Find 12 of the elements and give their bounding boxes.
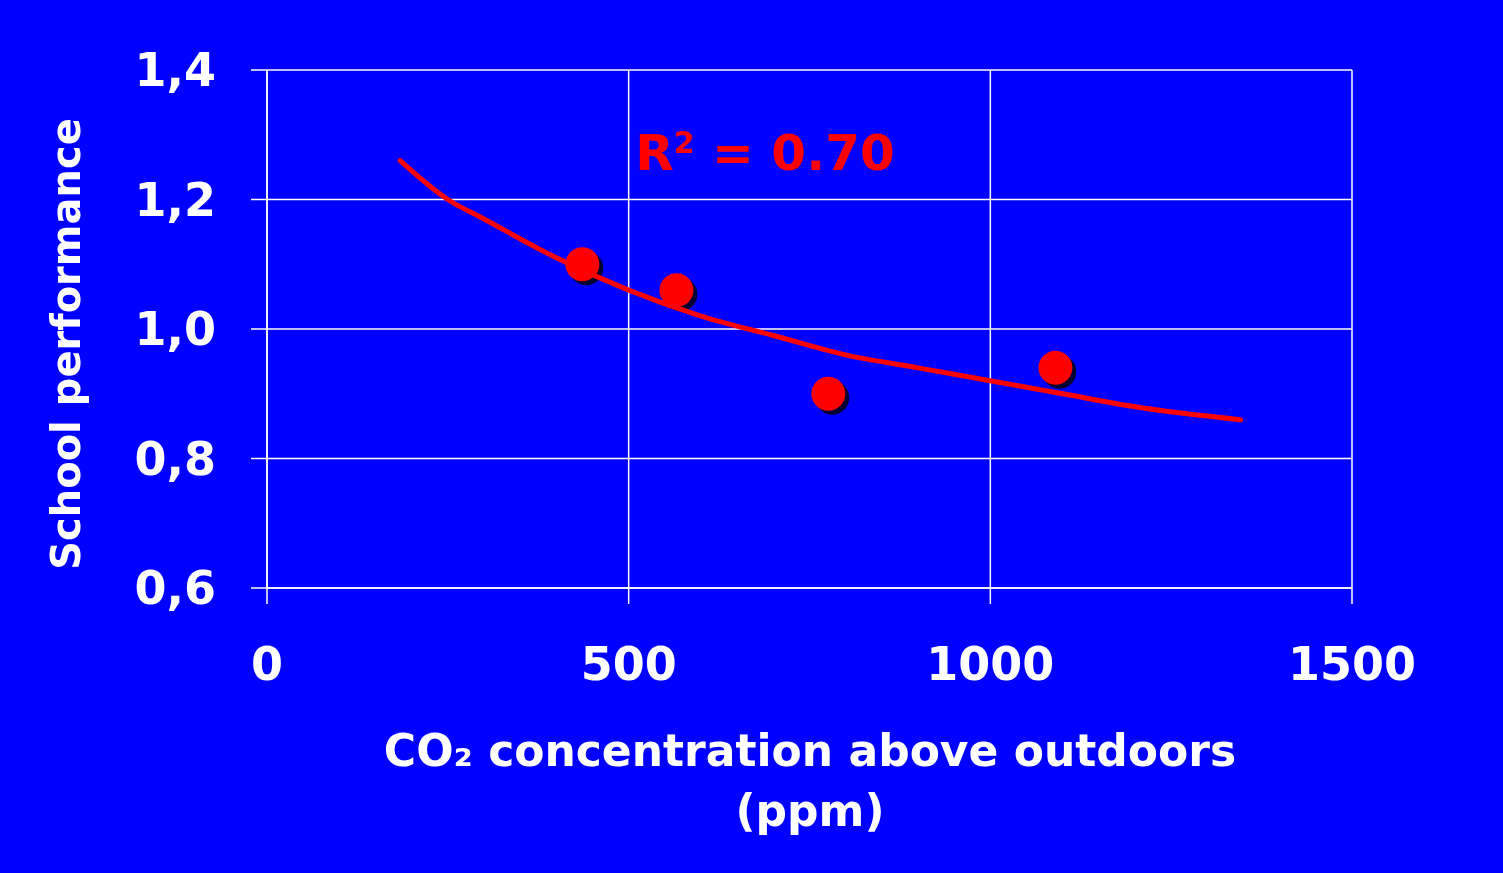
- x-tick-label: 1500: [1287, 637, 1417, 691]
- x-tick-label: 1000: [926, 637, 1055, 691]
- y-tick-label: 1,2: [134, 172, 216, 227]
- y-tick-label: 1,4: [134, 43, 216, 98]
- x-axis-title: CO₂ concentration above outdoors (ppm): [383, 725, 1237, 836]
- annotation: R$^{2}$ = 0.70: [635, 124, 895, 182]
- y-tick-label: 0,8: [134, 431, 216, 486]
- y-tick-label: 1,0: [134, 302, 216, 357]
- y-axis-title: School performance: [43, 118, 89, 570]
- x-tick-label: 0: [250, 637, 284, 691]
- y-tick-label: 0,6: [134, 561, 216, 616]
- x-tick-label: 500: [580, 637, 677, 691]
